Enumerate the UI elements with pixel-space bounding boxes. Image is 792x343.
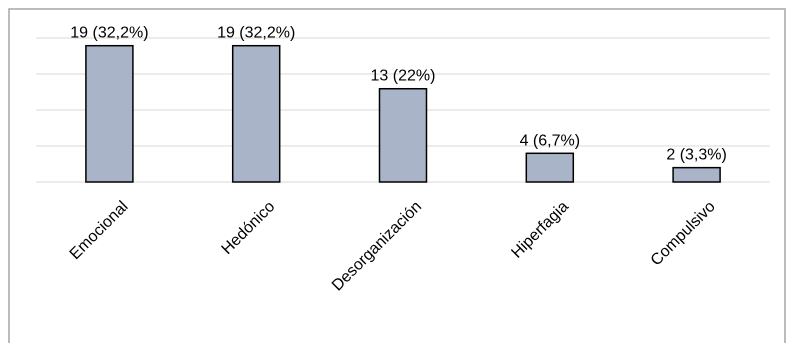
data-label: 19 (32,2%): [70, 25, 148, 42]
bars: [85, 44, 721, 183]
bar-hedónico: [231, 44, 281, 183]
bar-hiperfagia: [525, 152, 575, 183]
data-label: 2 (3,3%): [666, 147, 726, 164]
bar-emocional: [85, 44, 134, 183]
bar-compulsivo: [672, 166, 721, 183]
data-label: 4 (6,7%): [520, 132, 580, 149]
data-labels: 19 (32,2%) 19 (32,2%) 13 (22%) 4 (6,7%) 2 (3…: [70, 25, 727, 164]
data-label: 13 (22%): [371, 68, 436, 85]
bar-desorganización: [378, 87, 428, 183]
data-label: 19 (32,2%): [217, 25, 295, 42]
